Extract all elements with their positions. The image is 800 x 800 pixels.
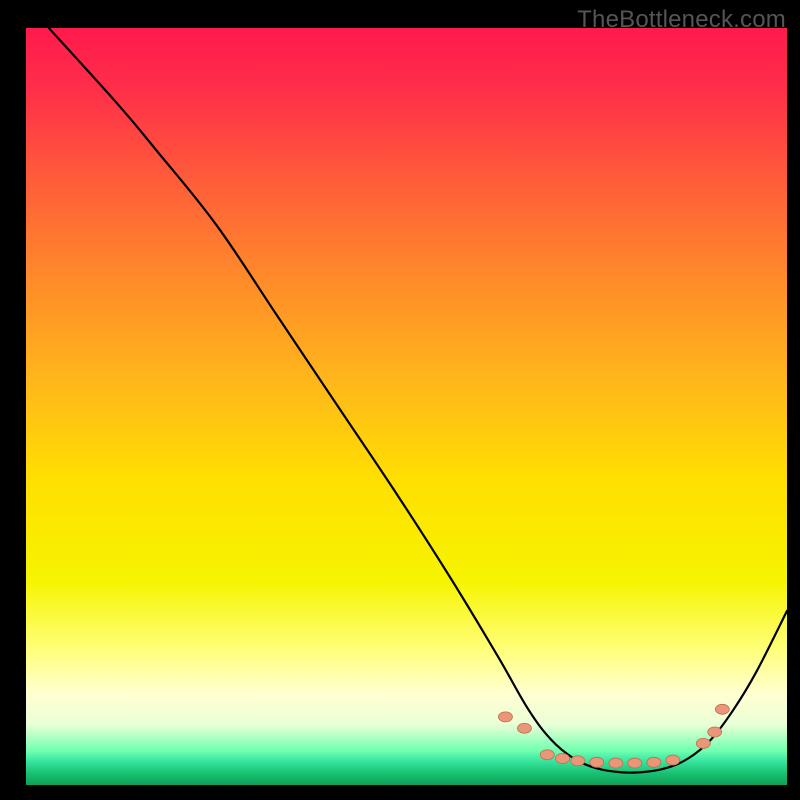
marker-dot [517,723,531,733]
marker-dot [666,755,680,765]
marker-dot [540,750,554,760]
marker-dot [696,738,710,748]
marker-dot [556,754,570,764]
marker-dot [590,757,604,767]
bottleneck-chart [0,0,800,800]
marker-dot [609,758,623,768]
marker-dot [715,704,729,714]
plot-background [26,28,787,785]
marker-dot [708,727,722,737]
marker-dot [571,756,585,766]
marker-dot [647,757,661,767]
watermark-label: TheBottleneck.com [577,6,786,34]
chart-canvas: TheBottleneck.com [0,0,800,800]
marker-dot [628,758,642,768]
marker-dot [498,712,512,722]
